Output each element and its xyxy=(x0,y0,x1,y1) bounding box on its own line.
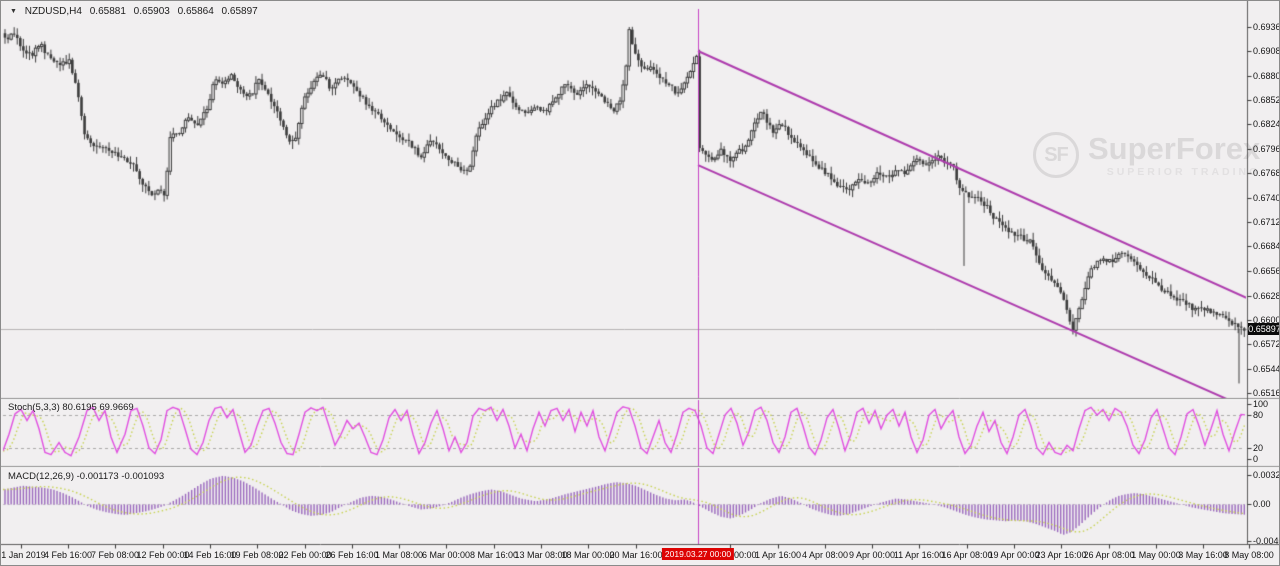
price-axis-tick: 0.65160 xyxy=(1253,388,1279,398)
time-axis-tick: 11 Apr 16:00 xyxy=(893,550,945,560)
time-axis-tick: 13 Mar 08:00 xyxy=(514,550,568,560)
time-axis-tick: 26 Feb 16:00 xyxy=(325,550,379,560)
price-axis-tick: 0.67125 xyxy=(1253,217,1279,227)
price-axis-tick: 0.68805 xyxy=(1253,71,1279,81)
symbol-period: NZDUSD,H4 xyxy=(24,6,82,17)
time-axis-tick: 8 May 08:00 xyxy=(1224,550,1274,560)
stoch-indicator-label: Stoch(5,3,3) 80.6195 69.9669 xyxy=(8,402,134,413)
stoch-scale-tick: 80 xyxy=(1253,410,1264,420)
price-axis-tick: 0.65440 xyxy=(1253,364,1279,374)
time-axis-tick: 19 Apr 00:00 xyxy=(988,550,1040,560)
time-axis-tick: 31 Jan 2019 xyxy=(0,550,46,560)
ohlc-open: 0.65881 xyxy=(89,6,126,17)
time-axis-tick: 23 Apr 16:00 xyxy=(1035,550,1087,560)
time-axis-tick: 16 Apr 08:00 xyxy=(941,550,993,560)
price-axis-tick: 0.69085 xyxy=(1253,46,1279,56)
price-axis-tick: 0.66845 xyxy=(1253,241,1279,251)
price-axis-tick: 0.66000 xyxy=(1253,315,1279,325)
price-axis-tick: 0.68525 xyxy=(1253,95,1279,105)
current-price-box: 0.65897 xyxy=(1248,323,1280,335)
chart-menu-arrow-icon[interactable]: ▼ xyxy=(10,8,17,15)
ohlc-low: 0.65864 xyxy=(177,6,214,17)
macd-indicator-label: MACD(12,26,9) -0.001173 -0.001093 xyxy=(8,471,165,482)
time-axis-tick: 26 Apr 08:00 xyxy=(1083,550,1135,560)
time-axis-tick: 19 Feb 08:00 xyxy=(230,550,284,560)
time-axis-tick: 1 Mar 08:00 xyxy=(374,550,424,560)
stoch-scale-tick: 0 xyxy=(1253,454,1259,464)
time-axis-tick: 9 Apr 00:00 xyxy=(848,550,896,560)
time-axis-tick: 8 Mar 16:00 xyxy=(469,550,519,560)
macd-scale-tick: -0.00405 xyxy=(1253,536,1279,546)
ohlc-high: 0.65903 xyxy=(133,6,170,17)
macd-scale-tick: 0.00320 xyxy=(1253,470,1279,480)
time-axis-tick: 4 Feb 16:00 xyxy=(43,550,93,560)
price-axis-tick: 0.67965 xyxy=(1253,144,1279,154)
time-axis-tick: 18 Mar 00:00 xyxy=(561,550,615,560)
price-axis-tick: 0.65720 xyxy=(1253,339,1279,349)
price-axis-tick: 0.66560 xyxy=(1253,266,1279,276)
price-axis-tick: 0.67685 xyxy=(1253,168,1279,178)
time-axis-tick: 7 Feb 08:00 xyxy=(90,550,140,560)
time-axis-tick: 1 Apr 16:00 xyxy=(754,550,802,560)
stoch-scale-tick: 100 xyxy=(1253,399,1269,409)
stoch-scale-tick: 20 xyxy=(1253,443,1264,453)
chart-title: ▼ NZDUSD,H4 0.65881 0.65903 0.65864 0.65… xyxy=(10,6,258,17)
ohlc-close: 0.65897 xyxy=(221,6,258,17)
crosshair-date-box: 2019.03.27 00:00 xyxy=(661,548,735,560)
time-axis-tick: 14 Feb 16:00 xyxy=(183,550,237,560)
price-axis-tick: 0.66280 xyxy=(1253,291,1279,301)
price-axis-tick: 0.67405 xyxy=(1253,193,1279,203)
price-axis-tick: 0.68245 xyxy=(1253,119,1279,129)
time-axis-tick: 4 Apr 08:00 xyxy=(801,550,849,560)
time-axis-tick: 3 May 16:00 xyxy=(1178,550,1228,560)
time-axis-tick: 1 May 00:00 xyxy=(1131,550,1181,560)
price-axis-tick: 0.69365 xyxy=(1253,22,1279,32)
time-axis-tick: 22 Feb 00:00 xyxy=(278,550,332,560)
time-axis-tick: 20 Mar 16:00 xyxy=(609,550,663,560)
time-axis-tick: 6 Mar 00:00 xyxy=(421,550,471,560)
macd-scale-tick: 0.00 xyxy=(1253,499,1271,509)
time-axis-tick: 12 Feb 00:00 xyxy=(136,550,190,560)
